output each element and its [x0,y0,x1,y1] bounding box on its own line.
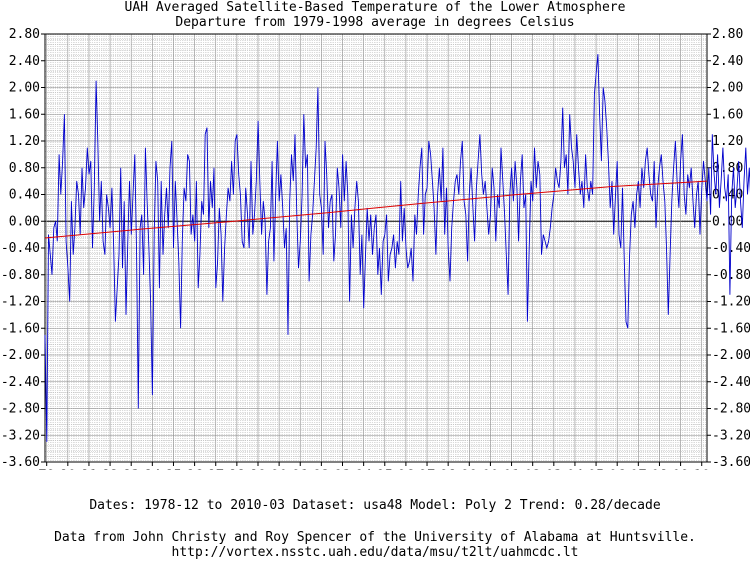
y-tick-label: -0.40 [1,241,40,256]
x-tick-label: 85 [165,468,182,470]
x-tick-label: 02 [524,468,541,470]
y-tick-label-right: 0.40 [712,188,743,203]
x-tick-label: 00 [482,468,499,470]
y-tick-label: 2.80 [9,27,40,42]
x-tick-label: 03 [545,468,562,470]
x-tick-label: 92 [313,468,330,470]
y-tick-label: -3.60 [1,455,40,470]
y-tick-label: -0.80 [1,268,40,283]
y-tick-label-right: 2.40 [712,54,743,69]
y-tick-label: 0.40 [9,188,40,203]
y-tick-label-right: -1.60 [712,321,750,336]
y-tick-label: -2.00 [1,348,40,363]
x-tick-label: 89 [250,468,267,470]
x-tick-label: 87 [207,468,224,470]
y-tick-label-right: 1.20 [712,134,743,149]
y-tick-label: 0.00 [9,214,40,229]
trend-line [44,180,708,239]
chart-title: UAH Averaged Satellite-Based Temperature… [124,0,626,15]
temperature-chart: 2.80 2.80 2.40 2.40 2.00 2.00 1.60 1.60 1.20 1.20… [1,27,750,470]
temperature-series-line [44,54,750,442]
x-tick-label: 98 [440,468,457,470]
y-tick-label-right: 0.00 [712,214,743,229]
plot-frame [44,33,708,463]
chart-subtitle: Departure from 1979-1998 average in degr… [175,15,575,30]
x-tick-label: 05 [588,468,605,470]
x-tick-label: 99 [461,468,478,470]
y-tick-label-right: -3.60 [712,455,750,470]
x-tick-label: 90 [271,468,288,470]
y-tick-label-right: -2.40 [712,375,750,390]
y-tick-label-right: -3.20 [712,428,750,443]
y-tick-label: -2.80 [1,402,40,417]
y-tick-label: -3.20 [1,428,40,443]
y-tick-label-right: 2.80 [712,27,743,42]
x-tick-label: 07 [630,468,647,470]
x-tick-label: 82 [102,468,119,470]
y-tick-label-right: -0.80 [712,268,750,283]
y-tick-label: -1.60 [1,321,40,336]
y-tick-label: 1.60 [9,107,40,122]
x-tick-label: 86 [186,468,203,470]
x-tick-label: 01 [503,468,520,470]
x-tick-label: 81 [81,468,98,470]
x-tick-label: 09 [672,468,689,470]
x-tick-label: 80 [59,468,76,470]
y-tick-label-right: -2.80 [712,402,750,417]
x-tick-label: 97 [419,468,436,470]
y-tick-label-right: 0.80 [712,161,743,176]
x-tick-label: 84 [144,468,161,470]
y-tick-label: -1.20 [1,295,40,310]
x-tick-label: 10 [693,468,710,470]
x-tick-label: 93 [334,468,351,470]
data-source-url: http://vortex.nsstc.uah.edu/data/msu/t2l… [171,545,579,560]
y-tick-label: 1.20 [9,134,40,149]
x-tick-label: 94 [355,468,372,470]
x-tick-label: 79 [38,468,55,470]
y-tick-label-right: -2.00 [712,348,750,363]
y-tick-label: 2.00 [9,81,40,96]
x-tick-label: 06 [609,468,626,470]
x-tick-label: 88 [228,468,245,470]
x-tick-label: 83 [123,468,140,470]
y-tick-label: -2.40 [1,375,40,390]
x-tick-label: 96 [397,468,414,470]
x-tick-label: 04 [567,468,584,470]
x-tick-label: 95 [376,468,393,470]
y-tick-label-right: 1.60 [712,107,743,122]
y-tick-label: 2.40 [9,54,40,69]
x-tick-label: 08 [651,468,668,470]
x-tick-label: 91 [292,468,309,470]
y-tick-label: 0.80 [9,161,40,176]
y-tick-label-right: 2.00 [712,81,743,96]
chart-meta-line: Dates: 1978-12 to 2010-03 Dataset: usa48… [89,498,661,513]
y-tick-label-right: -1.20 [712,295,750,310]
data-credit-line: Data from John Christy and Roy Spencer o… [54,530,696,545]
